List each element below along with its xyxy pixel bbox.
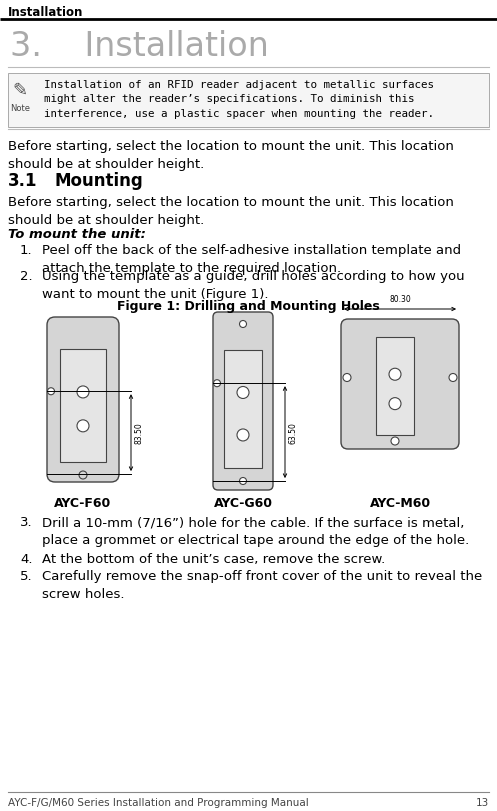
Text: To mount the unit:: To mount the unit: — [8, 228, 146, 241]
Circle shape — [237, 387, 249, 399]
Text: 3.: 3. — [20, 515, 33, 528]
Text: Using the template as a guide, drill holes according to how you
want to mount th: Using the template as a guide, drill hol… — [42, 270, 465, 301]
Circle shape — [389, 369, 401, 381]
Text: 3.    Installation: 3. Installation — [10, 30, 269, 63]
Circle shape — [77, 387, 89, 398]
FancyBboxPatch shape — [213, 312, 273, 491]
FancyBboxPatch shape — [341, 320, 459, 449]
Text: Installation of an RFID reader adjacent to metallic surfaces
might alter the rea: Installation of an RFID reader adjacent … — [44, 80, 434, 118]
Text: 63.50: 63.50 — [289, 422, 298, 444]
Text: At the bottom of the unit’s case, remove the screw.: At the bottom of the unit’s case, remove… — [42, 552, 385, 565]
Text: Note: Note — [10, 104, 30, 113]
Text: Figure 1: Drilling and Mounting Holes: Figure 1: Drilling and Mounting Holes — [117, 299, 379, 312]
FancyBboxPatch shape — [376, 337, 414, 436]
Text: Peel off the back of the self-adhesive installation template and
attach the temp: Peel off the back of the self-adhesive i… — [42, 243, 461, 275]
FancyBboxPatch shape — [60, 350, 106, 462]
Circle shape — [240, 478, 247, 485]
Text: 80.30: 80.30 — [389, 294, 411, 303]
Text: AYC-F/G/M60 Series Installation and Programming Manual: AYC-F/G/M60 Series Installation and Prog… — [8, 797, 309, 807]
Text: Before starting, select the location to mount the unit. This location
should be : Before starting, select the location to … — [8, 139, 454, 171]
Circle shape — [48, 388, 55, 395]
Circle shape — [77, 420, 89, 432]
Text: Drill a 10-mm (7/16”) hole for the cable. If the surface is metal,
place a gromm: Drill a 10-mm (7/16”) hole for the cable… — [42, 515, 469, 547]
Text: 3.1: 3.1 — [8, 172, 37, 190]
Circle shape — [391, 437, 399, 445]
Text: AYC-M60: AYC-M60 — [369, 496, 430, 509]
FancyBboxPatch shape — [8, 74, 489, 128]
Text: 83.50: 83.50 — [135, 423, 144, 444]
Text: Mounting: Mounting — [55, 172, 144, 190]
Text: 2.: 2. — [20, 270, 33, 283]
Circle shape — [449, 374, 457, 382]
FancyBboxPatch shape — [224, 350, 262, 469]
Circle shape — [214, 380, 221, 387]
Text: AYC-G60: AYC-G60 — [214, 496, 272, 509]
Text: 4.: 4. — [20, 552, 32, 565]
Circle shape — [237, 430, 249, 441]
Circle shape — [389, 398, 401, 410]
Circle shape — [240, 321, 247, 328]
Text: AYC-F60: AYC-F60 — [54, 496, 112, 509]
Circle shape — [79, 471, 87, 479]
Text: ✎: ✎ — [12, 82, 27, 100]
Text: Before starting, select the location to mount the unit. This location
should be : Before starting, select the location to … — [8, 195, 454, 227]
Text: 13: 13 — [476, 797, 489, 807]
Text: 1.: 1. — [20, 243, 33, 257]
FancyBboxPatch shape — [47, 318, 119, 483]
Circle shape — [343, 374, 351, 382]
Text: Installation: Installation — [8, 6, 83, 19]
Text: Carefully remove the snap-off front cover of the unit to reveal the
screw holes.: Carefully remove the snap-off front cove… — [42, 569, 482, 600]
Text: 5.: 5. — [20, 569, 33, 582]
